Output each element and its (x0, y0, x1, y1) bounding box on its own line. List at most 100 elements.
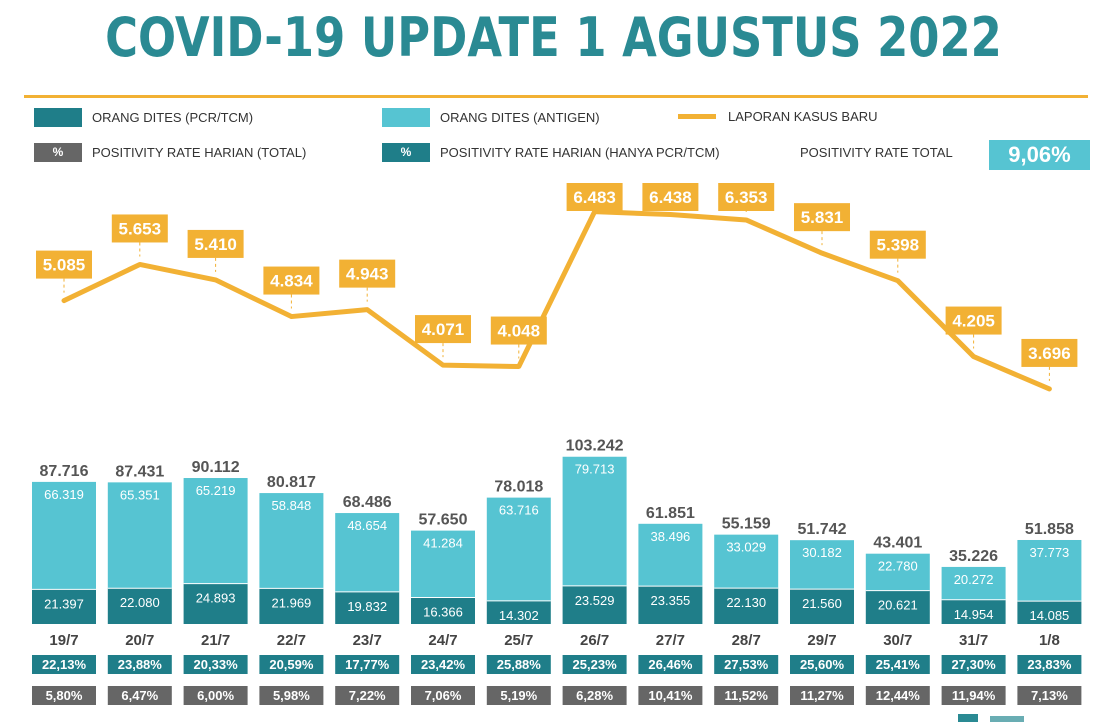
legend-antigen-label: ORANG DITES (ANTIGEN) (440, 110, 600, 125)
positivity-total-box (335, 686, 400, 705)
legend-positivity-pcr-swatch: % (382, 143, 430, 162)
bar-antigen-label: 37.773 (1030, 545, 1070, 560)
bar-pcr (562, 585, 627, 624)
positivity-pcr-box (335, 655, 400, 674)
cases-label: 4.834 (270, 272, 313, 291)
positivity-total-value: 5,19% (500, 688, 537, 703)
positivity-total-box (486, 686, 551, 705)
x-tick-label: 29/7 (807, 632, 836, 649)
legend-positivity-pcr: % POSITIVITY RATE HARIAN (HANYA PCR/TCM) (382, 143, 720, 162)
x-tick-label: 31/7 (959, 632, 988, 649)
legend-antigen: ORANG DITES (ANTIGEN) (382, 108, 600, 127)
cases-label-box (111, 214, 168, 243)
bar-pcr (941, 599, 1006, 624)
positivity-pcr-value: 23,83% (1027, 657, 1072, 672)
cases-label: 5.085 (43, 256, 86, 275)
bar-antigen-label: 48.654 (347, 518, 387, 533)
bar-total-label: 68.486 (343, 494, 392, 511)
bar-antigen-label: 63.716 (499, 503, 539, 518)
overall-positivity-label: POSITIVITY RATE TOTAL (800, 145, 953, 160)
positivity-total-box (865, 686, 930, 705)
bar-total-label: 51.742 (798, 521, 847, 538)
bar-total-label: 80.817 (267, 474, 316, 491)
cases-label-box (36, 250, 92, 279)
legend-pcr: ORANG DITES (PCR/TCM) (34, 108, 253, 127)
positivity-total-value: 6,47% (121, 688, 158, 703)
bar-pcr-label: 14.302 (499, 608, 539, 623)
bar-total-label: 90.112 (192, 459, 240, 476)
bar-pcr (107, 588, 172, 624)
positivity-total-value: 12,44% (876, 688, 921, 703)
bar-pcr-label: 24.893 (196, 591, 236, 606)
cases-label-box (1021, 338, 1078, 367)
legend-cases-label: LAPORAN KASUS BARU (728, 109, 878, 125)
bar-antigen-label: 30.182 (802, 545, 842, 560)
bar-pcr-label: 19.832 (347, 599, 387, 614)
cases-label: 5.410 (194, 235, 237, 254)
x-tick-label: 25/7 (504, 632, 533, 649)
bar-pcr-label: 14.085 (1030, 608, 1070, 623)
bar-pcr-label: 20.621 (878, 598, 918, 613)
bar-antigen-label: 38.496 (651, 529, 691, 544)
x-tick-label: 19/7 (49, 632, 78, 649)
positivity-pcr-box (411, 655, 475, 674)
title-divider (24, 95, 1088, 98)
watermark-logo (958, 714, 1024, 722)
bar-pcr-label: 23.355 (651, 593, 691, 608)
cases-label: 6.483 (573, 188, 616, 207)
bar-total-label: 51.858 (1025, 521, 1074, 538)
legend-cases-swatch (678, 114, 716, 120)
cases-label: 6.438 (649, 188, 692, 207)
positivity-pcr-box (865, 655, 930, 674)
positivity-pcr-value: 25,88% (497, 657, 542, 672)
bar-pcr-label: 21.560 (802, 596, 842, 611)
cases-label-box (490, 316, 547, 345)
bar-pcr (411, 597, 475, 624)
positivity-pcr-value: 25,23% (573, 657, 618, 672)
cases-label: 6.353 (725, 188, 768, 207)
positivity-total-box (411, 686, 475, 705)
legend-positivity-pcr-label: POSITIVITY RATE HARIAN (HANYA PCR/TCM) (440, 145, 720, 160)
bar-total-label: 61.851 (646, 505, 695, 522)
cases-label-box (794, 203, 850, 232)
bar-antigen (790, 540, 854, 590)
positivity-total-box (790, 686, 854, 705)
bar-antigen (1017, 539, 1082, 602)
bar-total-label: 35.226 (949, 548, 998, 565)
cases-line (61, 209, 1052, 392)
bar-pcr-label: 21.397 (44, 596, 84, 611)
bar-antigen (183, 478, 248, 584)
positivity-total-box (32, 686, 96, 705)
bar-pcr-label: 16.366 (423, 604, 463, 619)
positivity-total-box (714, 686, 779, 705)
bar-pcr (865, 590, 930, 624)
bar-pcr (790, 589, 854, 624)
positivity-pcr-value: 27,30% (952, 657, 997, 672)
bar-pcr (32, 589, 96, 624)
bar-pcr (714, 588, 779, 624)
positivity-total-value: 6,28% (576, 688, 613, 703)
positivity-pcr-box (638, 655, 703, 674)
bar-pcr-label: 21.969 (272, 595, 312, 610)
bar-pcr-label: 22.130 (726, 595, 766, 610)
bar-antigen-label: 65.351 (120, 487, 160, 502)
bar-antigen (865, 553, 930, 591)
bar-total-label: 103.242 (566, 438, 624, 455)
positivity-total-box (941, 686, 1006, 705)
positivity-pcr-value: 27,53% (724, 657, 769, 672)
cases-label-box (945, 306, 1002, 335)
positivity-total-value: 11,94% (952, 688, 996, 703)
bar-antigen (411, 530, 475, 598)
positivity-pcr-box (714, 655, 779, 674)
cases-label: 5.653 (119, 219, 162, 238)
bar-total-label: 87.716 (40, 463, 89, 480)
cases-label-box (339, 259, 396, 288)
positivity-pcr-value: 25,41% (876, 657, 921, 672)
bar-pcr-label: 22.080 (120, 595, 160, 610)
positivity-pcr-value: 23,88% (118, 657, 163, 672)
bar-antigen (638, 523, 703, 587)
positivity-pcr-value: 17,77% (345, 657, 390, 672)
x-tick-label: 24/7 (428, 632, 457, 649)
x-tick-label: 21/7 (201, 632, 230, 649)
